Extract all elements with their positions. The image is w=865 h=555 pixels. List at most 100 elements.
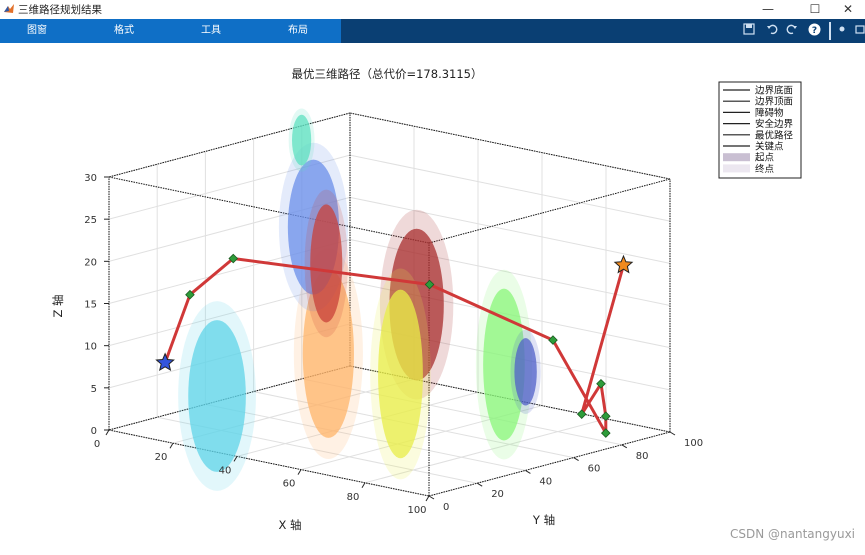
y-tick-label: 40 — [539, 476, 552, 487]
obstacle-8 — [483, 288, 525, 441]
tab-format[interactable]: 格式 — [114, 25, 134, 36]
window-titlebar: 三维路径规划结果 — ☐ ✕ — [0, 0, 865, 19]
y-tick-label: 100 — [684, 438, 703, 449]
x-axis-label: X 轴 — [278, 518, 301, 532]
watermark: CSDN @nantangyuxi — [729, 527, 855, 541]
obstacle-1 — [188, 320, 246, 472]
x-tick-label: 0 — [94, 439, 100, 450]
boundary-edge — [349, 112, 671, 180]
tab-figure[interactable]: 图窗 — [27, 25, 47, 36]
legend-label: 边界底面 — [755, 85, 793, 97]
x-tick-mark — [297, 469, 302, 475]
legend-box — [718, 81, 802, 179]
boundary-edge — [108, 365, 351, 431]
tab-tools[interactable]: 工具 — [201, 25, 221, 36]
redo-icon[interactable] — [784, 23, 800, 39]
y-tick-mark — [476, 482, 483, 487]
optimal-path-line — [163, 257, 625, 435]
start-marker — [155, 352, 175, 372]
key-point-2 — [228, 253, 239, 264]
figure-canvas: 0 5 10 15 20 25 30 0 20 40 60 80 100 0 20 40 60 80 100 最优三维… — [0, 43, 865, 551]
boundary-edge — [108, 112, 351, 178]
y-tick-mark — [525, 469, 531, 474]
chart-3d-axes[interactable]: 0 5 10 15 20 25 30 0 20 40 60 80 100 0 20 40 60 80 100 最优三维… — [0, 43, 865, 551]
x-tick-mark — [425, 495, 430, 502]
grid-line-z — [349, 196, 671, 264]
y-tick-mark — [573, 457, 579, 462]
grid-line-z — [349, 154, 671, 222]
legend-label: 障碍物 — [755, 107, 784, 119]
key-point-6 — [600, 411, 611, 422]
minimize-button[interactable]: — — [762, 2, 774, 16]
key-point-8 — [576, 409, 587, 419]
legend-label: 起点 — [755, 153, 775, 164]
boundary-edge — [428, 178, 671, 244]
boundary-edge — [428, 431, 671, 497]
obstacle-5 — [292, 114, 312, 166]
key-point-7 — [596, 378, 606, 389]
goal-marker — [613, 254, 634, 274]
x-tick-mark — [105, 429, 110, 436]
x-tick-label: 100 — [407, 505, 426, 516]
tab-layout[interactable]: 布局 — [288, 25, 308, 36]
z-tick-label: 20 — [84, 257, 97, 268]
legend-label: 终点 — [755, 163, 775, 175]
window-title: 三维路径规划结果 — [18, 4, 102, 16]
legend-swatch — [723, 164, 750, 173]
x-tick-label: 60 — [283, 479, 296, 490]
maximize-button[interactable]: ☐ — [809, 2, 821, 16]
undock-icon[interactable] — [852, 23, 865, 39]
y-tick-mark — [621, 444, 628, 449]
key-point-1 — [185, 289, 195, 300]
obstacle-4 — [310, 204, 343, 323]
help-icon[interactable]: ? — [806, 23, 822, 39]
z-tick-label: 10 — [84, 342, 97, 353]
y-tick-mark — [428, 495, 435, 500]
obstacle-9 — [514, 338, 537, 406]
y-axis-label: Y 轴 — [532, 513, 555, 527]
x-tick-label: 20 — [155, 452, 168, 463]
x-tick-mark — [169, 442, 174, 449]
z-tick-label: 25 — [84, 215, 97, 226]
y-tick-label: 60 — [588, 464, 601, 475]
save-icon[interactable] — [741, 23, 757, 39]
svg-text:?: ? — [811, 26, 816, 36]
z-axis-label: Z 轴 — [51, 294, 65, 317]
x-tick-mark — [233, 456, 238, 462]
boundary-edge — [108, 429, 430, 497]
legend-label: 关键点 — [755, 141, 784, 153]
dock-icon[interactable] — [834, 23, 850, 39]
key-point-4 — [548, 335, 558, 345]
y-tick-label: 0 — [443, 502, 449, 513]
legend-label: 边界顶面 — [755, 97, 793, 108]
undo-icon[interactable] — [764, 23, 780, 39]
chart-title: 最优三维路径（总代价=178.3115） — [291, 67, 482, 81]
close-button[interactable]: ✕ — [842, 2, 854, 16]
y-tick-mark — [669, 431, 676, 436]
grid-line-y — [301, 378, 622, 446]
x-tick-label: 80 — [347, 492, 360, 503]
grid-line-y — [205, 403, 526, 471]
x-tick-mark — [361, 482, 366, 489]
legend-swatch — [723, 153, 750, 162]
y-tick-label: 80 — [636, 451, 649, 462]
x-tick-label: 40 — [219, 465, 232, 476]
legend-label: 最优路径 — [755, 129, 794, 141]
grid-line-x — [236, 391, 479, 457]
z-tick-label: 0 — [91, 426, 97, 437]
z-tick-label: 5 — [91, 384, 97, 395]
matlab-logo-icon — [4, 4, 14, 13]
key-point-3 — [424, 279, 435, 290]
key-point-5 — [600, 428, 611, 438]
obstacle-7 — [378, 289, 423, 459]
boundary-edge — [108, 176, 430, 244]
z-tick-label: 30 — [84, 173, 97, 184]
legend-label: 安全边界 — [755, 118, 794, 130]
obstacle-2 — [302, 269, 354, 438]
figure-toolbar: 图窗 格式 工具 布局 ? — [0, 19, 865, 43]
z-tick-label: 15 — [84, 300, 97, 311]
toolbar-separator — [829, 22, 831, 40]
menu-tabs: 图窗 格式 工具 布局 — [0, 19, 341, 43]
y-tick-label: 20 — [491, 489, 504, 500]
grid-line-x — [364, 418, 607, 484]
